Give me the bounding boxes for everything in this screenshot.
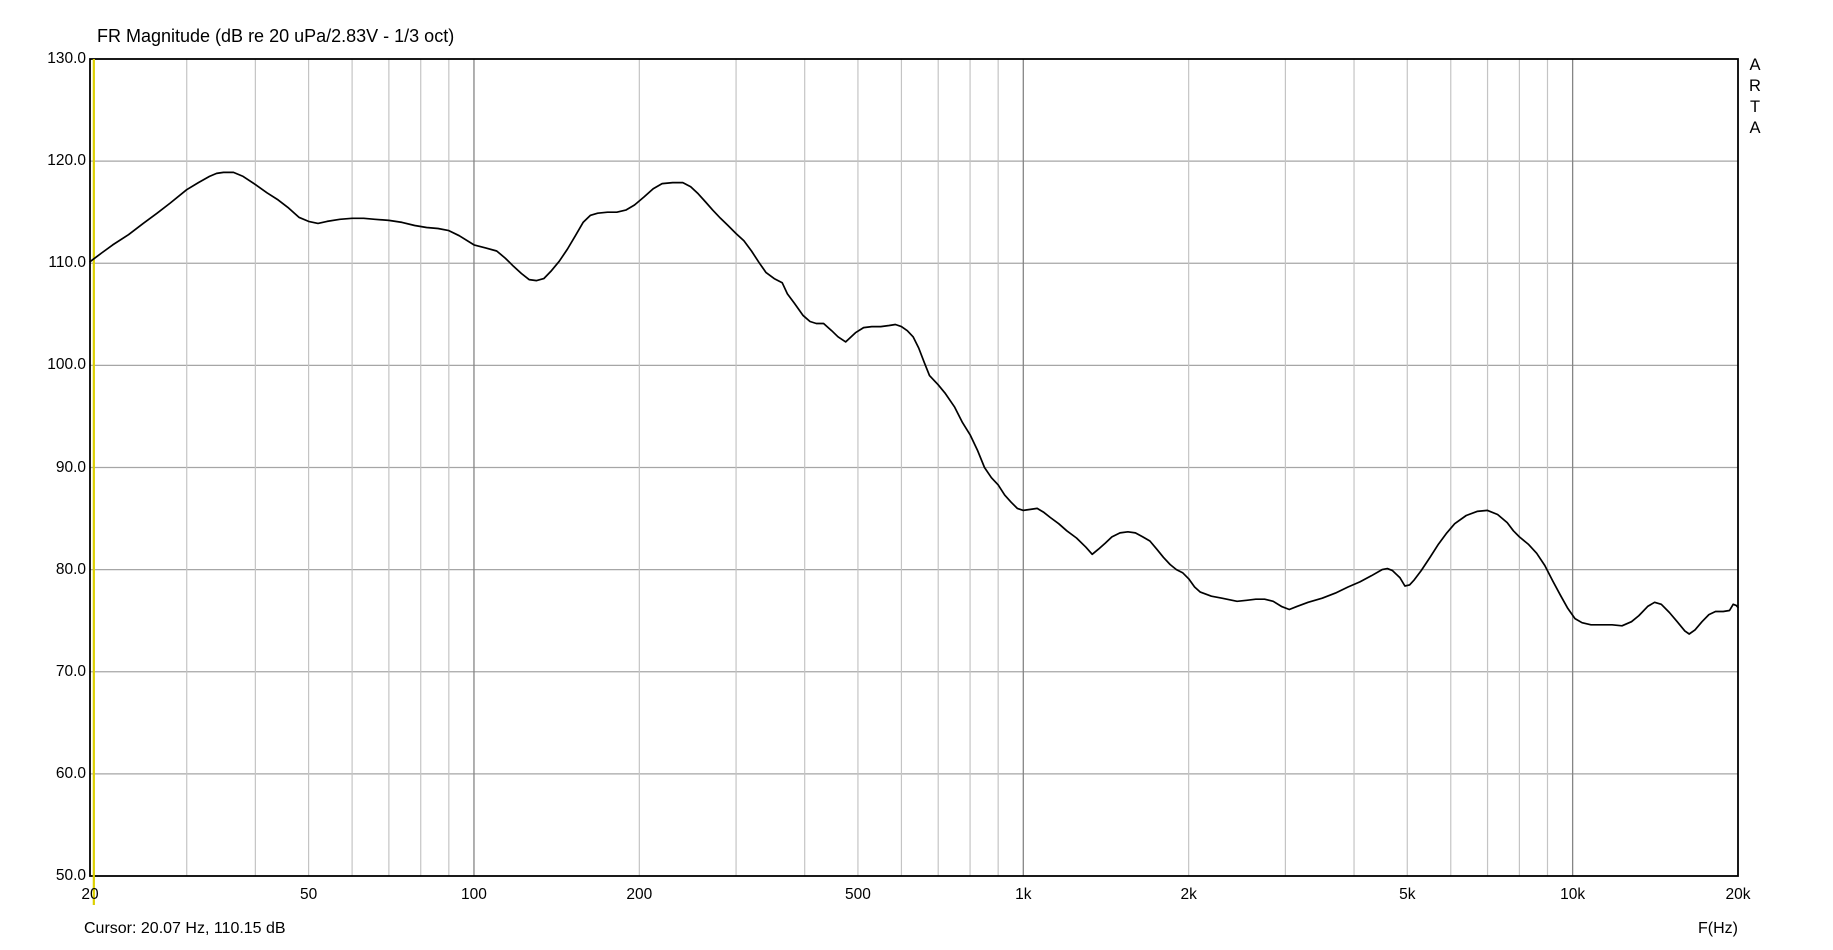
x-axis-tick-label: 1k — [1015, 886, 1032, 903]
plot-frame — [89, 58, 1739, 877]
x-axis-tick-label: 20 — [81, 886, 99, 903]
arta-logo-letter: A — [1749, 119, 1761, 137]
arta-logo-letter: T — [1749, 98, 1761, 116]
y-axis-tick-label: 100.0 — [47, 356, 86, 374]
x-axis-tick-label: 200 — [626, 886, 653, 903]
y-axis-tick-label: 110.0 — [48, 254, 86, 272]
y-axis-tick-label: 60.0 — [55, 764, 86, 782]
arta-logo-letter: A — [1749, 56, 1761, 74]
x-axis-tick-label: 50 — [299, 886, 318, 903]
x-axis-tick-label: 500 — [844, 886, 871, 903]
arta-logo-letter: R — [1749, 77, 1761, 95]
x-axis-unit-label: F(Hz) — [1698, 920, 1738, 937]
x-axis-tick-label: 20k — [1725, 886, 1751, 903]
y-axis-tick-label: 80.0 — [55, 560, 86, 578]
y-axis-tick-label: 90.0 — [55, 458, 86, 476]
cursor-readout: Cursor: 20.07 Hz, 110.15 dB — [84, 920, 286, 937]
x-axis-tick-label: 5k — [1399, 886, 1416, 903]
x-axis-tick-label: 100 — [461, 886, 487, 903]
y-axis-tick-label: 120.0 — [47, 152, 86, 170]
y-axis-tick-label: 50.0 — [55, 867, 86, 884]
chart-title: FR Magnitude (dB re 20 uPa/2.83V - 1/3 o… — [97, 26, 455, 46]
x-axis-tick-label: 10k — [1560, 886, 1586, 903]
y-axis-tick-label: 130.0 — [47, 50, 86, 67]
x-axis-tick-label: 2k — [1180, 886, 1197, 903]
y-axis-tick-label: 70.0 — [55, 662, 86, 680]
fr-curve[interactable] — [89, 171, 1739, 635]
